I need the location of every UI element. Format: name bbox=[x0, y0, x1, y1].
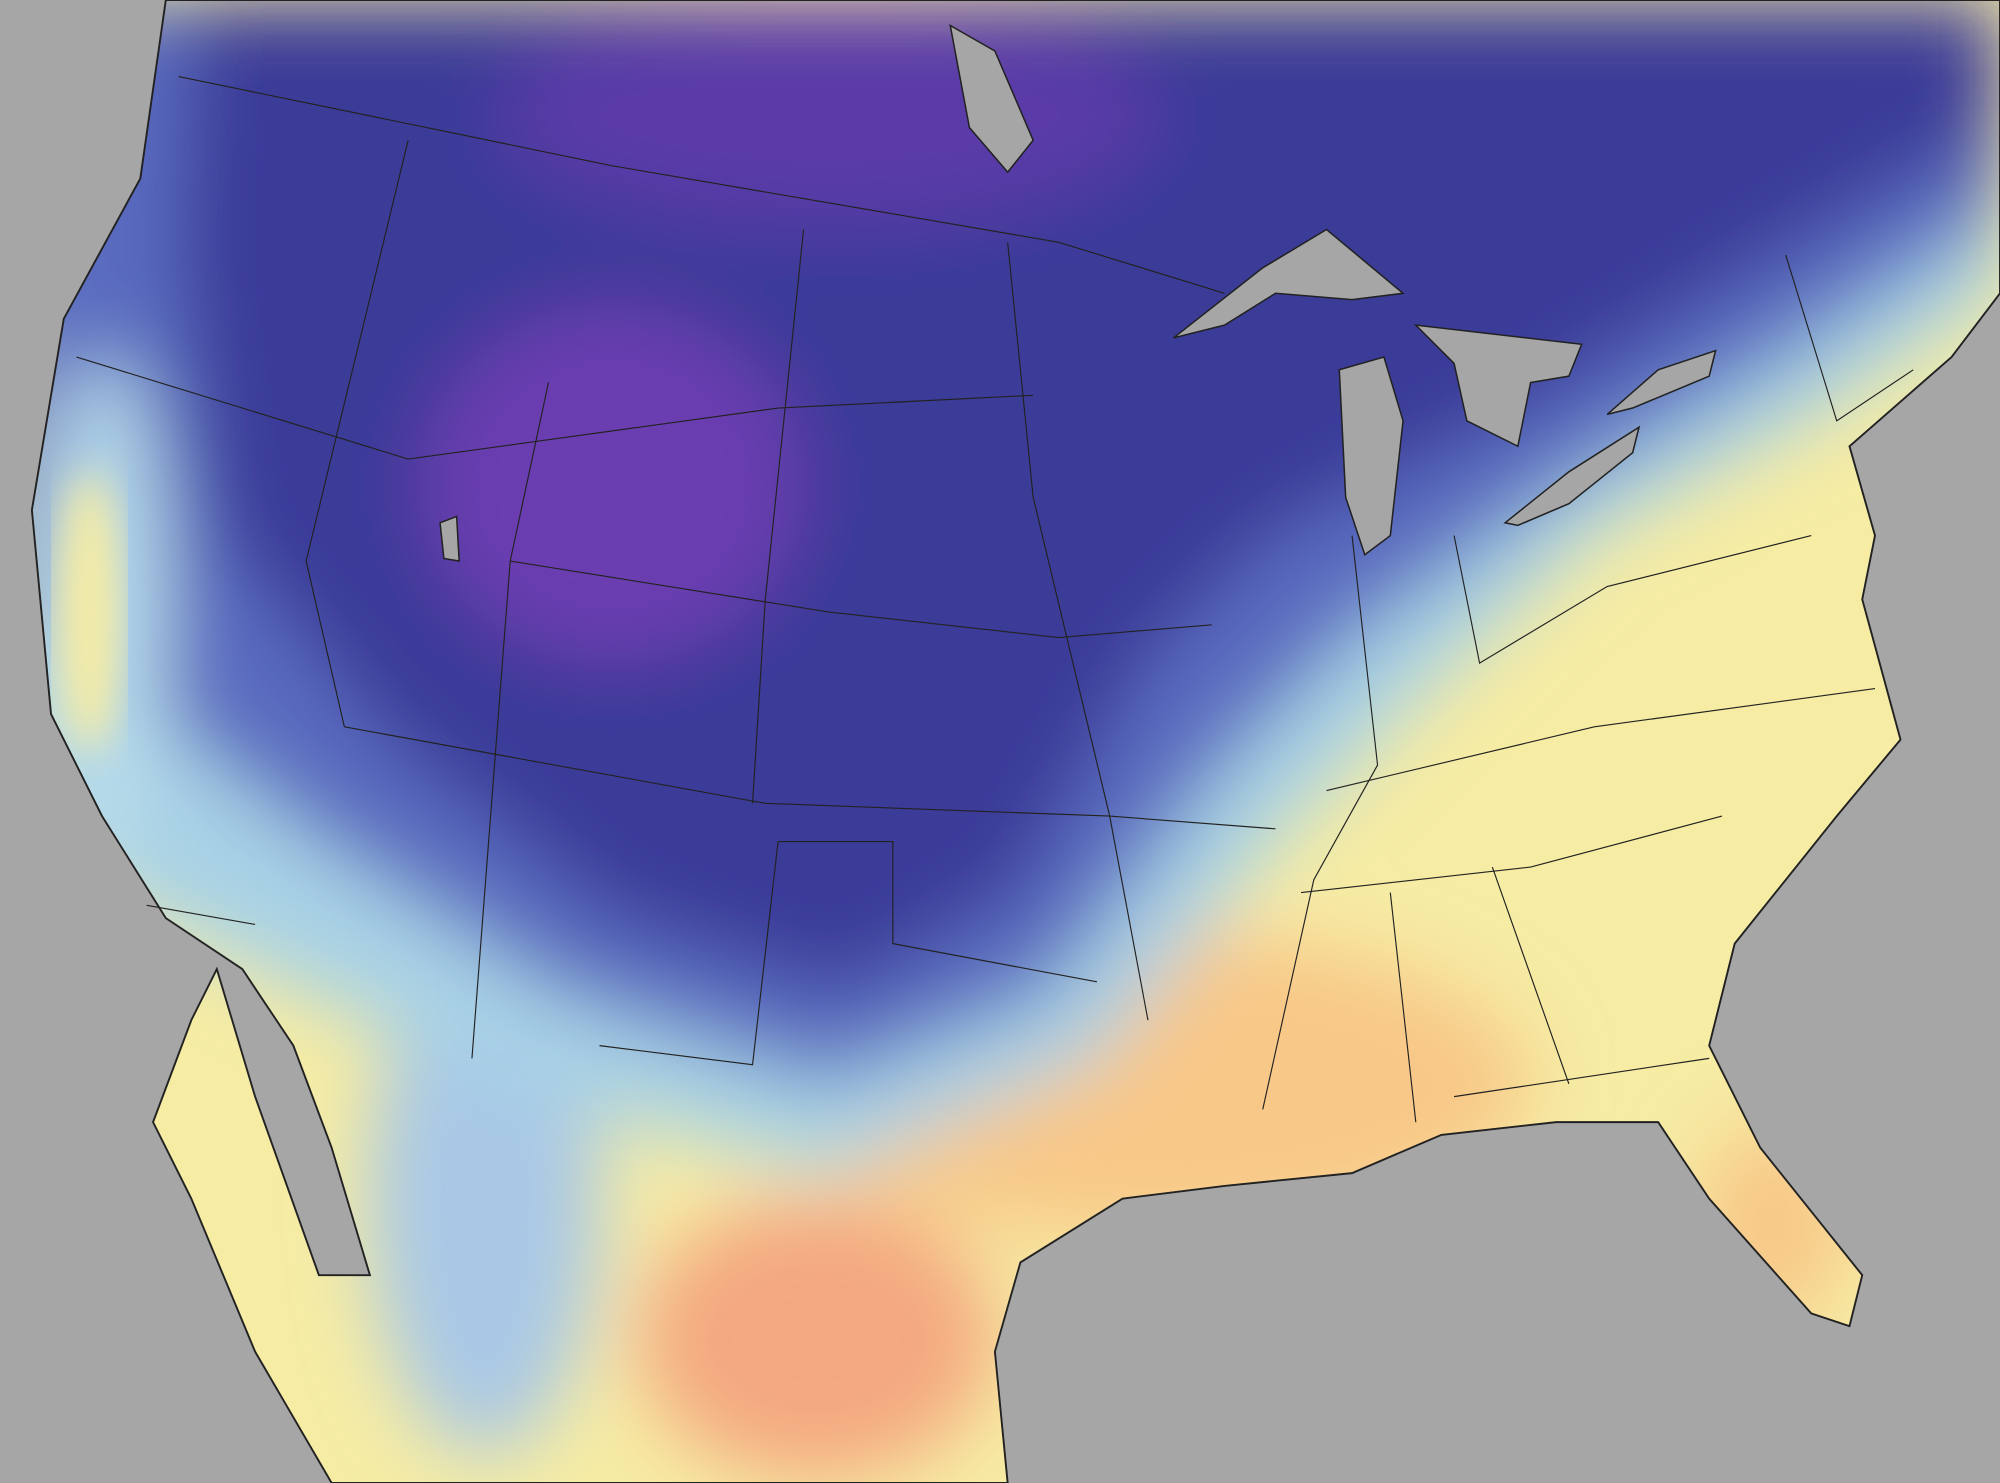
warm-region-texas bbox=[637, 1198, 995, 1480]
border-line bbox=[1491, 866, 1570, 1085]
border-line bbox=[1300, 815, 1723, 894]
border-line bbox=[1389, 892, 1417, 1123]
border-line bbox=[1453, 535, 1812, 664]
border-line bbox=[751, 229, 805, 804]
cold-region bbox=[178, 0, 2000, 995]
state-borders bbox=[76, 75, 1914, 1123]
border-line bbox=[344, 726, 1276, 830]
border-line bbox=[305, 140, 409, 727]
lake-erie bbox=[1503, 425, 1641, 527]
lake-huron bbox=[1413, 324, 1583, 448]
border-line bbox=[1262, 535, 1379, 1110]
warm-region-california bbox=[57, 471, 122, 753]
border-line bbox=[1326, 688, 1876, 792]
coldest-region-canada bbox=[497, 0, 1161, 230]
border-line bbox=[1785, 254, 1914, 422]
border-line bbox=[1007, 242, 1149, 1021]
coldest-region-rockies bbox=[420, 306, 804, 664]
border-line bbox=[510, 560, 1212, 639]
border-line bbox=[471, 382, 550, 1059]
lake-ontario bbox=[1606, 349, 1717, 416]
us-canada-border bbox=[178, 75, 1225, 294]
border-line bbox=[146, 904, 256, 926]
border-line bbox=[1453, 1057, 1710, 1098]
lake-michigan bbox=[1338, 356, 1404, 556]
border-line bbox=[76, 356, 1034, 460]
coastline bbox=[30, 0, 2000, 1483]
lake-winnipeg bbox=[949, 24, 1035, 174]
great-salt-lake bbox=[439, 515, 461, 562]
lake-superior bbox=[1172, 228, 1405, 339]
great-lakes bbox=[439, 24, 1717, 562]
border-line bbox=[599, 841, 1098, 1066]
